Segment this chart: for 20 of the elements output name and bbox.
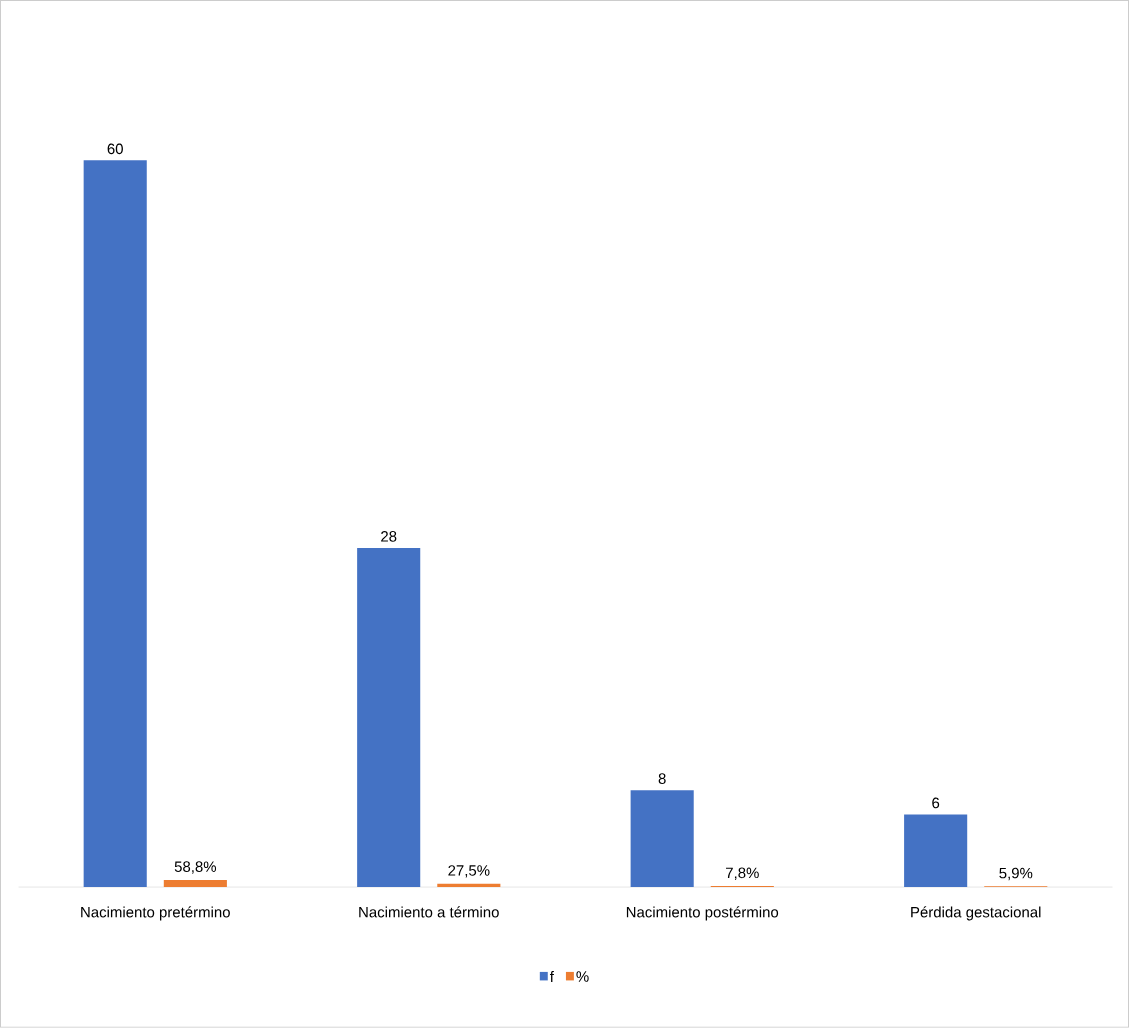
bar [357,548,421,888]
data-label: 8 [658,773,666,785]
data-label: 58,8% [174,861,217,874]
x-tick-label: Pérdida gestacional [911,906,1041,921]
x-tick-label: Nacimiento a término [359,906,499,918]
bar [630,790,694,888]
data-label: 28 [381,531,397,542]
bar [437,883,501,888]
x-tick-label: Nacimiento postérmino [626,906,779,921]
bar [163,880,227,888]
data-label: 27,5% [448,865,490,878]
x-tick-label: Nacimiento pretérmino [81,906,230,921]
data-label: 60 [107,143,123,155]
legend-label: % [576,971,589,982]
data-label: 5,9% [999,867,1033,881]
bar [904,814,968,888]
legend-label: f [549,971,554,982]
bar [83,160,147,888]
data-label: 6 [932,797,940,809]
data-label: 7,8% [726,867,759,880]
